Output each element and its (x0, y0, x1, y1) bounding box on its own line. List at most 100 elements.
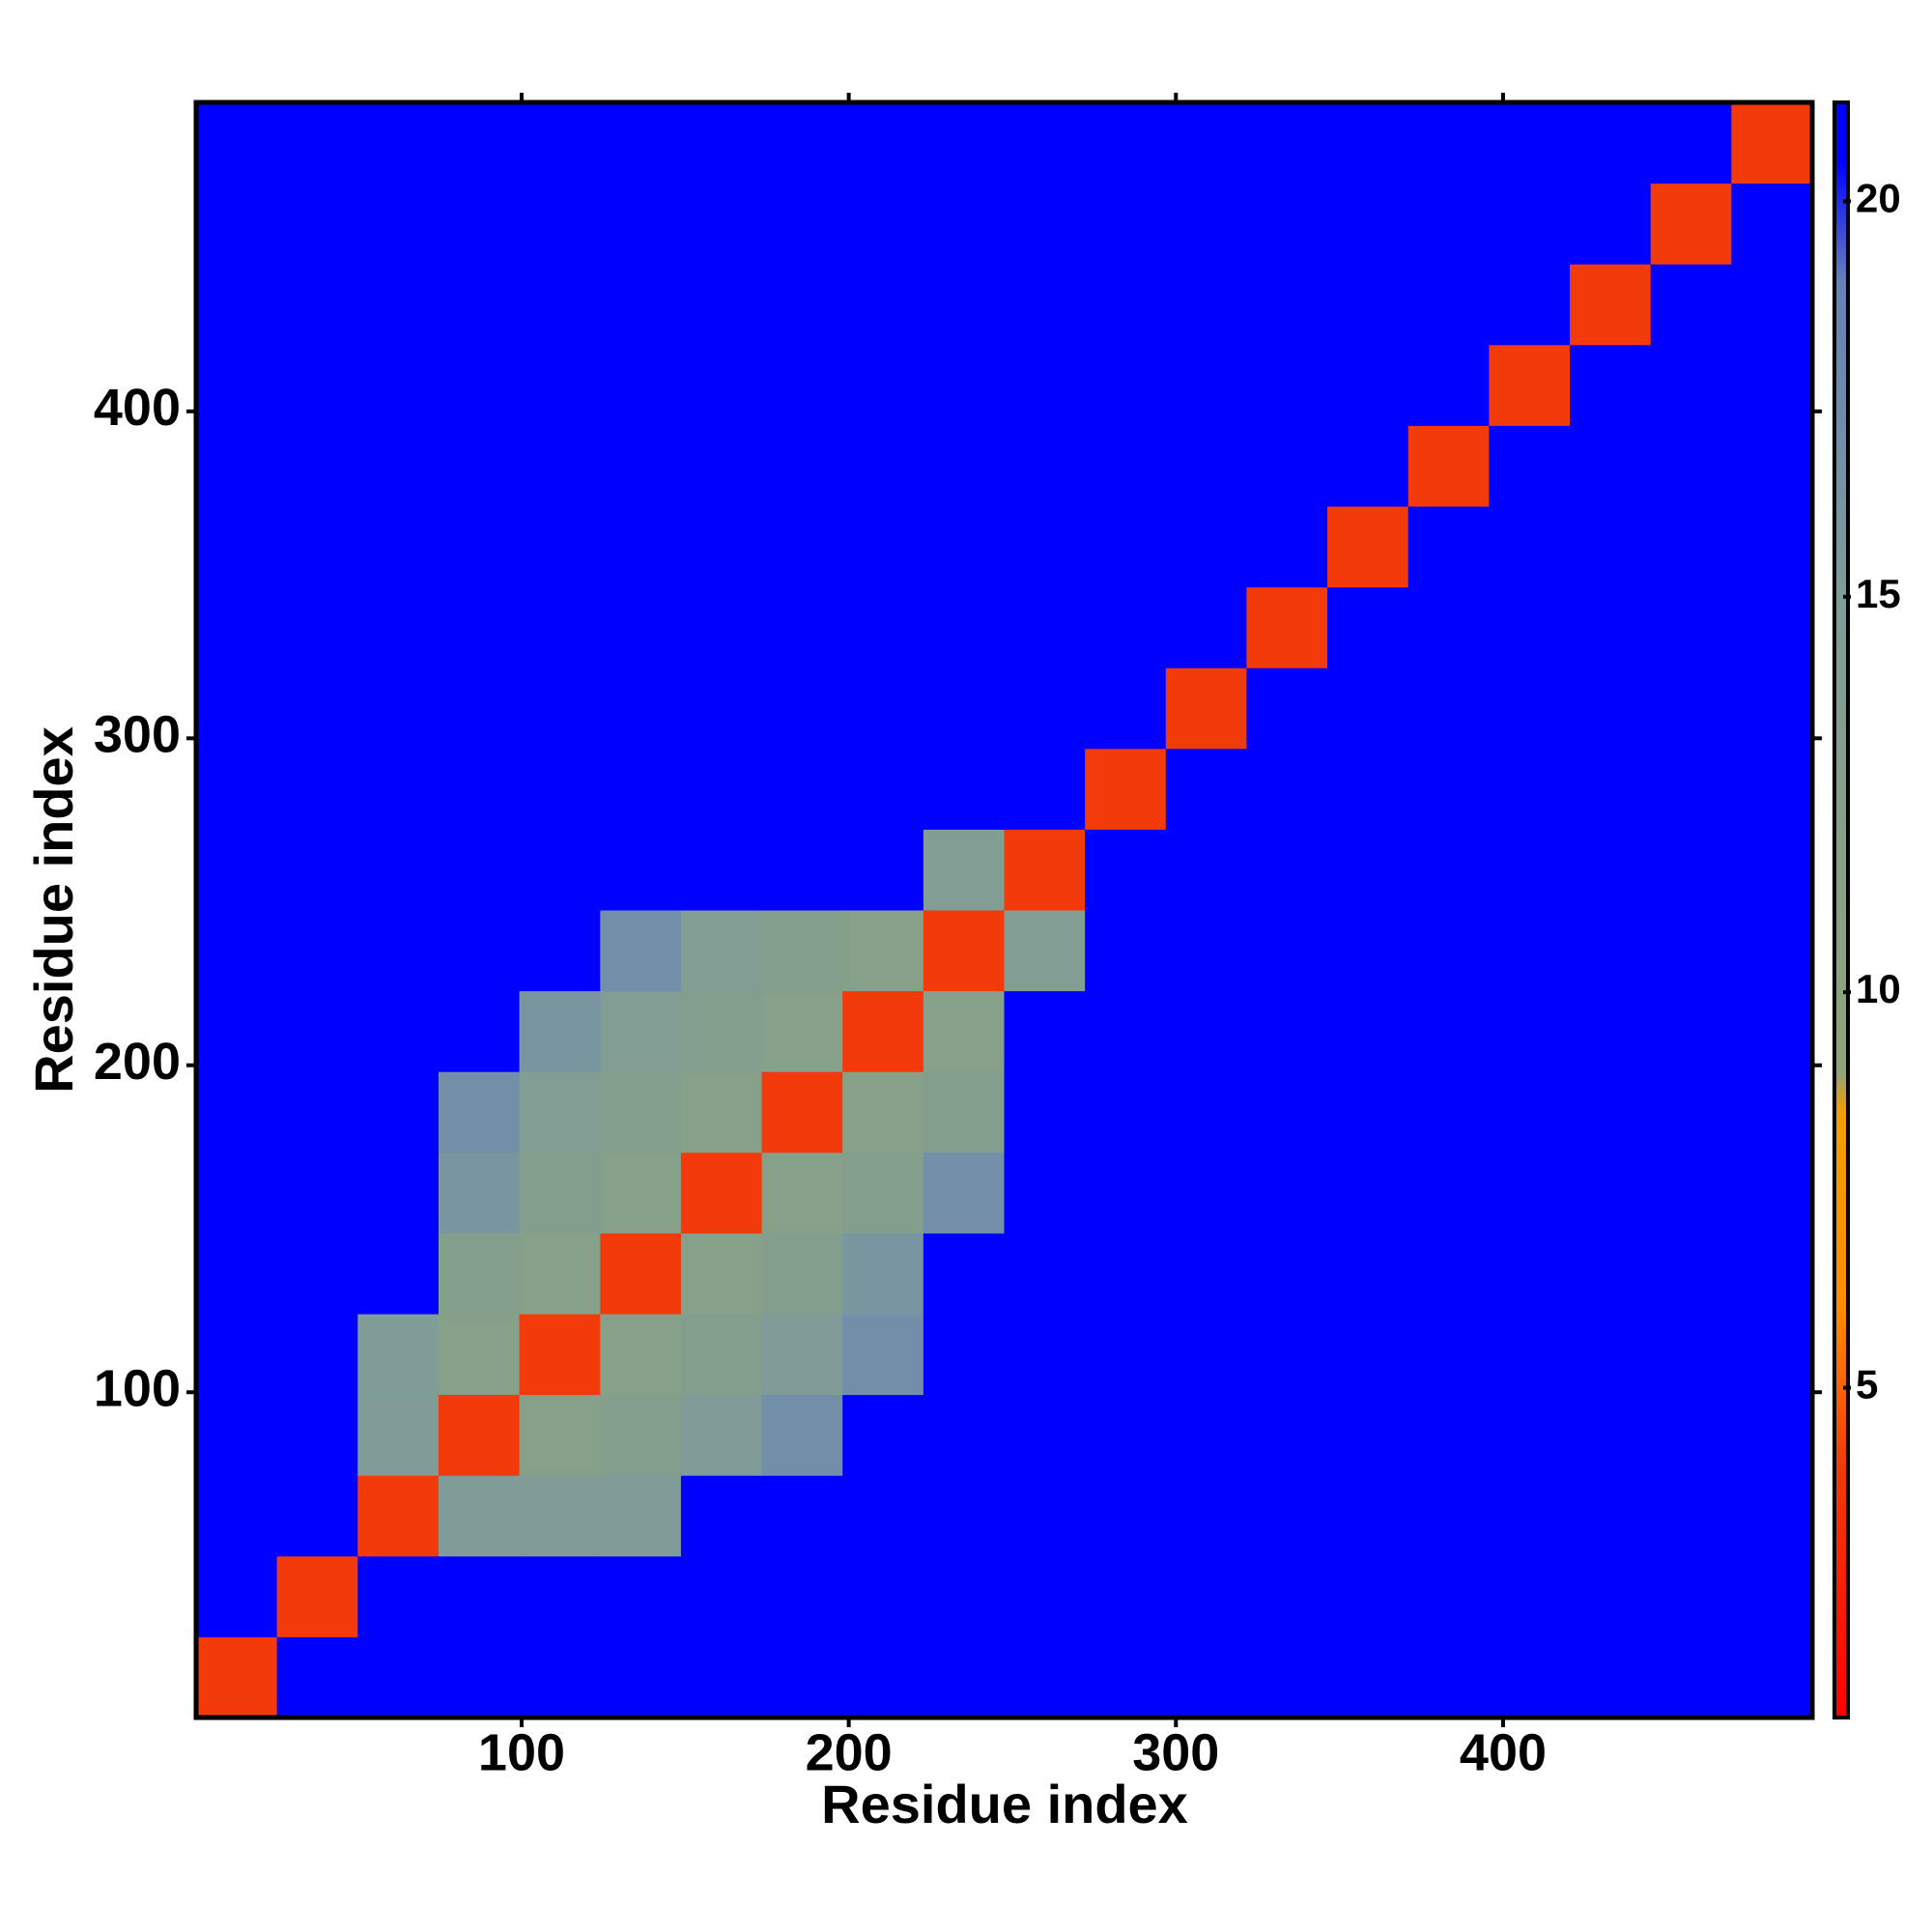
heatmap-cell (196, 344, 278, 426)
heatmap-cell (196, 829, 278, 911)
heatmap-cell (519, 1475, 601, 1557)
heatmap-cell (680, 1636, 763, 1719)
heatmap-cell (1407, 668, 1490, 750)
heatmap-cell (600, 1071, 682, 1153)
heatmap-cell (438, 1233, 521, 1315)
heatmap-cell (357, 264, 440, 346)
heatmap-cell (1570, 748, 1652, 830)
heatmap-cell (276, 1071, 358, 1153)
heatmap-cell (438, 910, 521, 992)
heatmap-cell (519, 506, 601, 588)
heatmap-cell (196, 264, 278, 346)
heatmap-cell (1004, 586, 1086, 668)
heatmap-cell (1731, 829, 1813, 911)
heatmap-cell (1246, 1314, 1328, 1396)
heatmap-cell (842, 344, 924, 426)
heatmap-cell (1570, 829, 1652, 911)
heatmap-cell (923, 829, 1005, 911)
heatmap-cell (276, 425, 358, 507)
heatmap-cell (842, 1233, 924, 1315)
heatmap-cell (1004, 910, 1086, 992)
heatmap-cell (1650, 1555, 1732, 1637)
heatmap-cell (1407, 586, 1490, 668)
heatmap-cell (680, 910, 763, 992)
heatmap-cell (761, 1394, 843, 1476)
heatmap-cell (276, 1555, 358, 1637)
heatmap-cell (519, 102, 601, 185)
heatmap-cell (1407, 1233, 1490, 1315)
heatmap-cell (680, 586, 763, 668)
heatmap-cell (761, 1636, 843, 1719)
heatmap-cell (1650, 1071, 1732, 1153)
heatmap-cell (1327, 829, 1409, 911)
heatmap-cell (196, 1233, 278, 1315)
heatmap-cell (1731, 990, 1813, 1072)
heatmap-cell (1327, 1394, 1409, 1476)
heatmap-cell (1570, 586, 1652, 668)
axes: 100 200 300 400 100 200 300 400 5 10 15 20 (94, 93, 1901, 1781)
heatmap-cell (1489, 829, 1571, 911)
heatmap-cell (600, 344, 682, 426)
heatmap-cell (196, 1555, 278, 1637)
heatmap-cell (1165, 586, 1247, 668)
heatmap-cell (600, 829, 682, 911)
heatmap-cell (438, 1151, 521, 1234)
heatmap-cell (680, 183, 763, 265)
heatmap-cell (1489, 990, 1571, 1072)
heatmap-cell (1327, 183, 1409, 265)
heatmap-cell (1327, 748, 1409, 830)
heatmap-cell (1165, 910, 1247, 992)
heatmap-cell (438, 344, 521, 426)
heatmap-cell (1650, 102, 1732, 185)
heatmap-cell (438, 183, 521, 265)
heatmap-cell (1731, 586, 1813, 668)
heatmap-cell (1650, 668, 1732, 750)
heatmap-cell (357, 1636, 440, 1719)
heatmap-cell (1570, 264, 1652, 346)
heatmap-cell (276, 344, 358, 426)
heatmap-cell (1246, 1151, 1328, 1234)
heatmap-cell (1327, 1555, 1409, 1637)
heatmap-cell (1004, 1233, 1086, 1315)
heatmap-cell (1731, 264, 1813, 346)
heatmap-cell (519, 829, 601, 911)
heatmap-cell (1327, 1314, 1409, 1396)
heatmap-cell (276, 910, 358, 992)
heatmap-cell (1004, 1071, 1086, 1153)
heatmap-cell (1085, 1636, 1167, 1719)
heatmap-cell (600, 425, 682, 507)
heatmap-cell (1004, 748, 1086, 830)
heatmap-cell (1570, 425, 1652, 507)
heatmap-cell (842, 506, 924, 588)
heatmap-cell (923, 1314, 1005, 1396)
heatmap-cell (1327, 506, 1409, 588)
heatmap-cell (519, 910, 601, 992)
heatmap-cell (1489, 910, 1571, 992)
heatmap-cell (1489, 1636, 1571, 1719)
heatmap-cell (761, 990, 843, 1072)
heatmap-cell (761, 425, 843, 507)
heatmap-cell (1489, 1233, 1571, 1315)
heatmap-cell (1650, 1394, 1732, 1476)
heatmap-cell (680, 344, 763, 426)
heatmap-cell (842, 910, 924, 992)
heatmap-cell (1085, 990, 1167, 1072)
heatmap-cell (519, 668, 601, 750)
heatmap-cell (196, 1475, 278, 1557)
heatmap-cell (923, 1555, 1005, 1637)
heatmap-cell (357, 1233, 440, 1315)
heatmap-cell (276, 1636, 358, 1719)
heatmap-cell (519, 586, 601, 668)
heatmap-cell (357, 183, 440, 265)
heatmap-cell (519, 1071, 601, 1153)
heatmap-cell (1327, 910, 1409, 992)
heatmap-cell (196, 425, 278, 507)
heatmap-cell (842, 1475, 924, 1557)
heatmap-cell (680, 1151, 763, 1234)
heatmap-cell (1327, 668, 1409, 750)
heatmap-cell (1570, 183, 1652, 265)
heatmap-cell (438, 264, 521, 346)
heatmap-cell (1246, 344, 1328, 426)
heatmap-cell (357, 1151, 440, 1234)
